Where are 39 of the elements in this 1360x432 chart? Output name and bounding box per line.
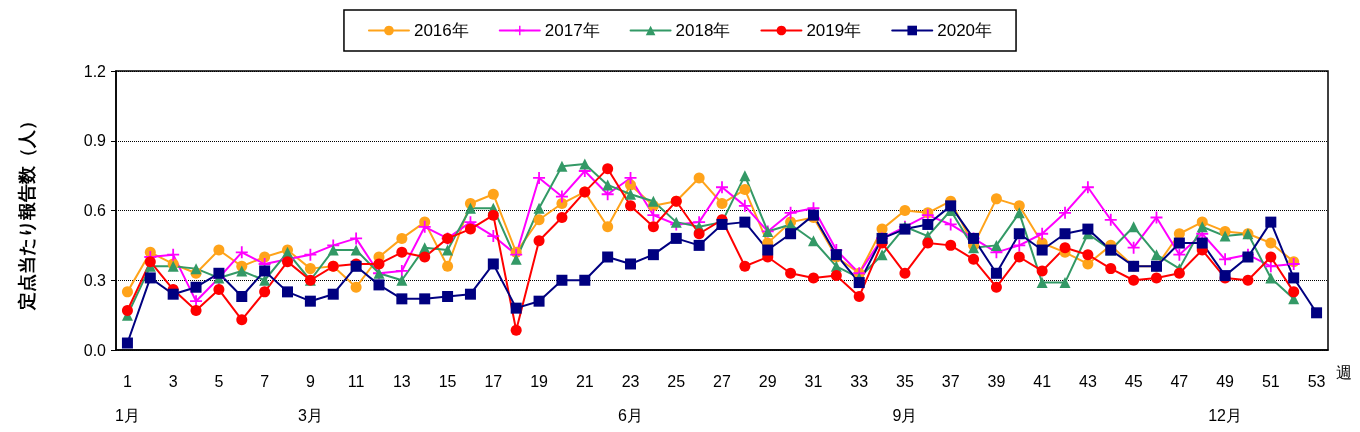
x-tick-label: 25 — [667, 372, 686, 390]
x-tick-label: 5 — [214, 372, 224, 390]
y-axis-title: 定点当たり報告数（人） — [17, 111, 37, 311]
x-tick-label: 35 9月 — [892, 372, 918, 424]
x-tick-label: 15 — [438, 372, 457, 390]
x-tick-label: 1 1月 — [114, 372, 140, 424]
x-tick-label: 37 — [941, 372, 960, 390]
legend-label: 2017年 — [544, 21, 600, 40]
y-tick-label: 0.0 — [83, 341, 107, 359]
x-tick-label: 29 — [758, 372, 777, 390]
x-tick-label: 31 — [804, 372, 823, 390]
x-tick-label: 47 — [1170, 372, 1189, 390]
y-tick-label: 1.2 — [83, 62, 107, 80]
x-tick-label: 43 — [1078, 372, 1097, 390]
x-tick-label: 9 3月 — [297, 372, 323, 424]
legend-label: 2019年 — [806, 21, 862, 40]
x-tick-label: 13 — [392, 372, 411, 390]
x-tick-label: 23 6月 — [618, 372, 643, 424]
x-tick-label: 7 — [260, 372, 270, 390]
x-tick-label: 39 — [987, 372, 1006, 390]
x-tick-label: 51 — [1261, 372, 1280, 390]
x-tick-label: 53 — [1307, 372, 1326, 390]
x-tick-label: 19 — [530, 372, 549, 390]
legend-label: 2020年 — [937, 21, 993, 40]
y-tick-label: 0.6 — [83, 202, 107, 219]
legend-label: 2016年 — [413, 21, 469, 40]
x-tick-label: 17 — [484, 372, 503, 390]
x-tick-label: 45 — [1124, 372, 1143, 390]
x-tick-label: 21 — [575, 372, 594, 390]
y-tick-label: 0.9 — [83, 132, 107, 150]
x-tick-label: 3 — [168, 372, 178, 390]
x-tick-label: 41 — [1033, 372, 1052, 390]
x-axis-title: 週 — [1336, 363, 1352, 381]
x-tick-label: 49 12月 — [1208, 372, 1242, 424]
x-tick-label: 11 — [347, 372, 365, 390]
y-tick-label: 0.3 — [83, 271, 107, 289]
x-tick-label: 33 — [850, 372, 869, 390]
legend-label: 2018年 — [675, 21, 731, 40]
x-tick-label: 27 — [713, 372, 731, 390]
